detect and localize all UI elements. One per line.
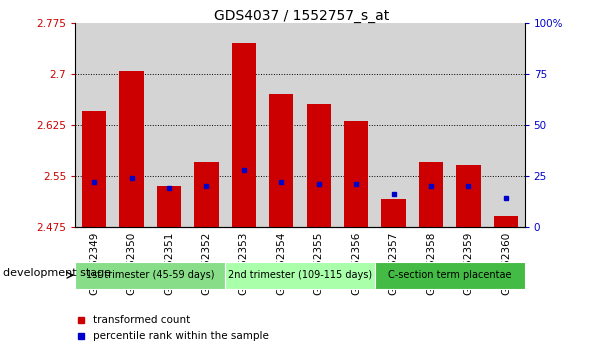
Bar bbox=[419, 162, 443, 227]
Bar bbox=[194, 162, 218, 227]
Bar bbox=[157, 186, 181, 227]
Bar bbox=[382, 199, 406, 227]
Bar bbox=[82, 111, 106, 227]
Bar bbox=[450, 23, 487, 227]
Bar bbox=[412, 23, 450, 227]
Bar bbox=[306, 104, 331, 227]
Bar bbox=[269, 94, 294, 227]
Text: GDS4037 / 1552757_s_at: GDS4037 / 1552757_s_at bbox=[214, 9, 389, 23]
Bar bbox=[150, 23, 188, 227]
Bar bbox=[232, 44, 256, 227]
Bar bbox=[344, 121, 368, 227]
Text: percentile rank within the sample: percentile rank within the sample bbox=[93, 331, 270, 341]
Bar bbox=[75, 23, 113, 227]
Bar bbox=[188, 23, 225, 227]
Text: C-section term placentae: C-section term placentae bbox=[388, 270, 511, 280]
Bar bbox=[338, 23, 375, 227]
Bar bbox=[456, 166, 481, 227]
Text: development stage: development stage bbox=[3, 268, 111, 279]
Bar bbox=[300, 23, 338, 227]
Text: 2nd trimester (109-115 days): 2nd trimester (109-115 days) bbox=[228, 270, 372, 280]
Text: transformed count: transformed count bbox=[93, 315, 191, 325]
Bar bbox=[225, 23, 262, 227]
Text: 1st trimester (45-59 days): 1st trimester (45-59 days) bbox=[86, 270, 215, 280]
Bar bbox=[375, 23, 412, 227]
Bar bbox=[262, 23, 300, 227]
Bar bbox=[113, 23, 150, 227]
Bar bbox=[494, 216, 518, 227]
Bar bbox=[119, 70, 144, 227]
Bar bbox=[487, 23, 525, 227]
